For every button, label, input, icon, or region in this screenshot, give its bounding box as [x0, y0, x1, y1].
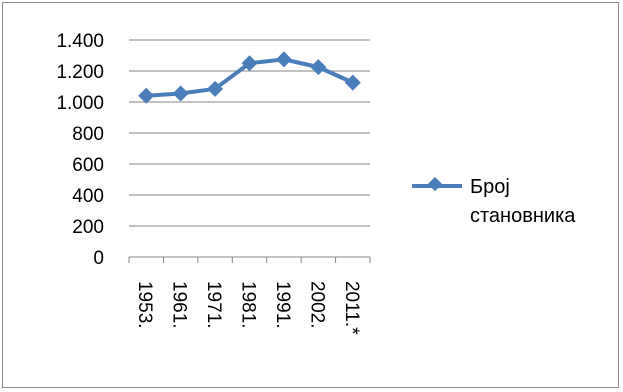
y-tick-label: 600	[72, 155, 104, 176]
legend-label: Број становника	[470, 176, 576, 227]
y-tick-label: 200	[72, 217, 104, 238]
y-tick-label: 1.000	[56, 93, 104, 114]
y-tick-label: 1.400	[56, 31, 104, 52]
data-point-marker	[310, 59, 327, 76]
x-axis	[128, 256, 371, 263]
x-axis-ticks: 1953. 1961. 1971. 1981. 1991. 2002. 2011.*	[134, 281, 362, 335]
y-axis-ticks: 0 200 400 600 800 1.000 1.200 1.400	[56, 31, 104, 269]
series-layer	[138, 51, 361, 104]
x-tick-label: 1971.	[203, 281, 224, 329]
data-point-marker	[275, 51, 292, 68]
data-point-marker	[344, 74, 361, 91]
data-point-marker	[138, 87, 155, 104]
y-tick-label: 400	[72, 186, 104, 207]
x-tick-label: 2011.*	[341, 281, 362, 335]
legend-label-line-1: Број	[470, 176, 510, 198]
x-tick-label: 1953.	[134, 281, 155, 329]
x-tick-label: 1981.	[238, 281, 259, 329]
legend-marker-swatch	[427, 176, 443, 192]
x-tick-label: 1991.	[272, 281, 293, 329]
y-tick-label: 1.200	[56, 62, 104, 83]
legend: Број становника	[412, 176, 576, 227]
x-tick-label: 1961.	[169, 281, 190, 329]
y-tick-label: 800	[72, 124, 104, 145]
data-point-marker	[241, 55, 258, 72]
y-tick-label: 0	[93, 248, 104, 269]
x-tick-label: 2002.	[306, 281, 327, 329]
data-point-marker	[207, 80, 224, 97]
legend-label-line-2: становника	[470, 205, 576, 227]
data-point-marker	[172, 85, 189, 102]
